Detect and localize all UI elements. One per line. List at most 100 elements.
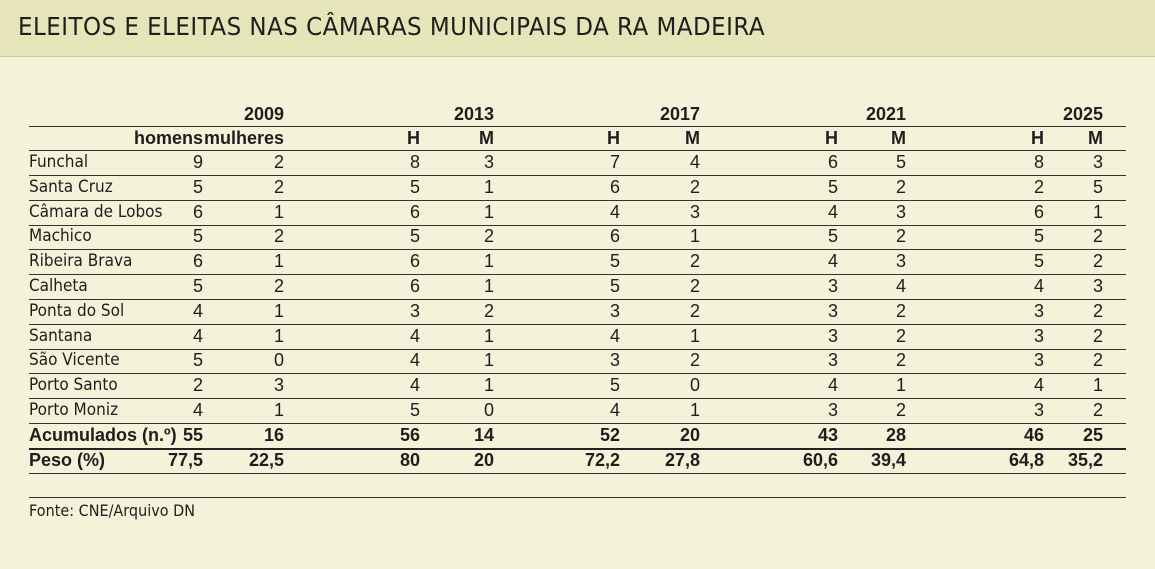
table-cell: 3	[895, 251, 906, 272]
table-cell: 1	[273, 251, 284, 272]
table-cell: 6	[609, 176, 620, 197]
table-cell: 4	[609, 201, 620, 222]
row-rule	[29, 299, 1126, 300]
table-cell: 5	[609, 375, 620, 396]
total-cell: 20	[679, 424, 700, 445]
table-cell: 1	[689, 226, 700, 247]
row-rule	[29, 175, 1126, 176]
total-cell: 20	[473, 449, 494, 470]
total-cell: 28	[885, 424, 906, 445]
table-cell: 1	[273, 400, 284, 420]
row-rule	[29, 249, 1126, 251]
table-cell: 3	[409, 300, 420, 321]
table-cell: 2	[895, 325, 906, 346]
row-rule	[29, 423, 1126, 424]
column-subheader: mulheres	[204, 128, 285, 148]
table-cell: 1	[483, 325, 494, 346]
table-cell: 5	[609, 251, 620, 272]
row-label: Santa Cruz	[29, 176, 113, 197]
table-cell: 5	[192, 276, 203, 296]
table-cell: 4	[895, 276, 906, 296]
column-subheader: H	[407, 128, 420, 148]
table-cell: 4	[192, 400, 203, 420]
table-cell: 6	[827, 152, 838, 172]
row-rule	[29, 323, 1126, 325]
table-cell: 5	[1092, 176, 1103, 197]
table-cell: 3	[827, 276, 838, 296]
table-cell: 3	[1033, 300, 1044, 321]
table-cell: 2	[689, 176, 700, 197]
table-cell: 5	[609, 276, 620, 296]
table-cell: 6	[192, 201, 203, 222]
table-cell: 3	[827, 325, 838, 346]
table-cell: 2	[1092, 325, 1103, 346]
column-subheader: homens	[133, 128, 203, 148]
table-cell: 8	[1033, 152, 1044, 172]
table-cell: 4	[192, 325, 203, 346]
row-label: Funchal	[29, 152, 89, 172]
row-label: Ribeira Brava	[29, 251, 133, 272]
table-cell: 2	[895, 226, 906, 247]
row-label: Câmara de Lobos	[29, 201, 163, 222]
table-cell: 1	[483, 276, 494, 296]
table-cell: 2	[1033, 176, 1044, 197]
total-cell: 56	[399, 424, 420, 445]
table-cell: 0	[689, 375, 700, 396]
table-cell: 2	[273, 226, 284, 247]
table-cell: 5	[192, 226, 203, 247]
table-cell: 3	[1033, 400, 1044, 420]
row-label: Machico	[29, 226, 92, 247]
table-cell: 6	[409, 251, 420, 272]
table-cell: 3	[1033, 325, 1044, 346]
total-cell: 64,8	[1008, 449, 1044, 470]
table-cell: 1	[273, 325, 284, 346]
table-cell: 6	[1033, 201, 1044, 222]
table-cell: 3	[1033, 350, 1044, 371]
row-label: Porto Moniz	[29, 400, 119, 420]
table-cell: 3	[689, 201, 700, 222]
table-cell: 2	[1092, 350, 1103, 371]
table-cell: 2	[1092, 400, 1103, 420]
total-cell: 35,2	[1067, 449, 1103, 470]
row-rule	[29, 199, 1126, 201]
table-cell: 5	[409, 400, 420, 420]
total-cell: 16	[263, 424, 284, 445]
row-label: Santana	[29, 325, 93, 346]
table-cell: 5	[827, 226, 838, 247]
row-rule	[29, 348, 1126, 350]
table-cell: 2	[895, 176, 906, 197]
total-rule	[29, 447, 1126, 450]
table-cell: 3	[483, 152, 494, 172]
table-cell: 1	[483, 350, 494, 371]
table-cell: 2	[689, 276, 700, 296]
table-cell: 2	[1092, 226, 1103, 247]
total-cell: 14	[473, 424, 494, 445]
table-cell: 4	[609, 400, 620, 420]
source-note: Fonte: CNE/Arquivo DN	[29, 501, 195, 520]
table-cell: 1	[1092, 375, 1103, 396]
table-cell: 6	[609, 226, 620, 247]
row-label: Porto Santo	[29, 375, 118, 396]
row-rule	[29, 274, 1126, 276]
title-bar: ELEITOS E ELEITAS NAS CÂMARAS MUNICIPAIS…	[0, 0, 1155, 57]
table-cell: 5	[827, 176, 838, 197]
total-cell: 27,8	[664, 449, 700, 470]
year-header: 2013	[453, 104, 494, 124]
total-cell: 55	[182, 424, 203, 445]
table-cell: 4	[1033, 276, 1044, 296]
table-cell: 9	[192, 152, 203, 172]
table-cell: 3	[895, 201, 906, 222]
column-subheader: M	[685, 128, 700, 148]
table-cell: 4	[827, 375, 838, 396]
table-cell: 4	[1033, 375, 1044, 396]
table-cell: 3	[273, 375, 284, 396]
table-cell: 3	[827, 350, 838, 371]
table-cell: 4	[689, 152, 700, 172]
table-cell: 2	[1092, 300, 1103, 321]
table-cell: 1	[273, 300, 284, 321]
table-cell: 6	[192, 251, 203, 272]
table-cell: 1	[689, 325, 700, 346]
table-cell: 5	[409, 226, 420, 247]
total-cell: 22,5	[248, 449, 284, 470]
